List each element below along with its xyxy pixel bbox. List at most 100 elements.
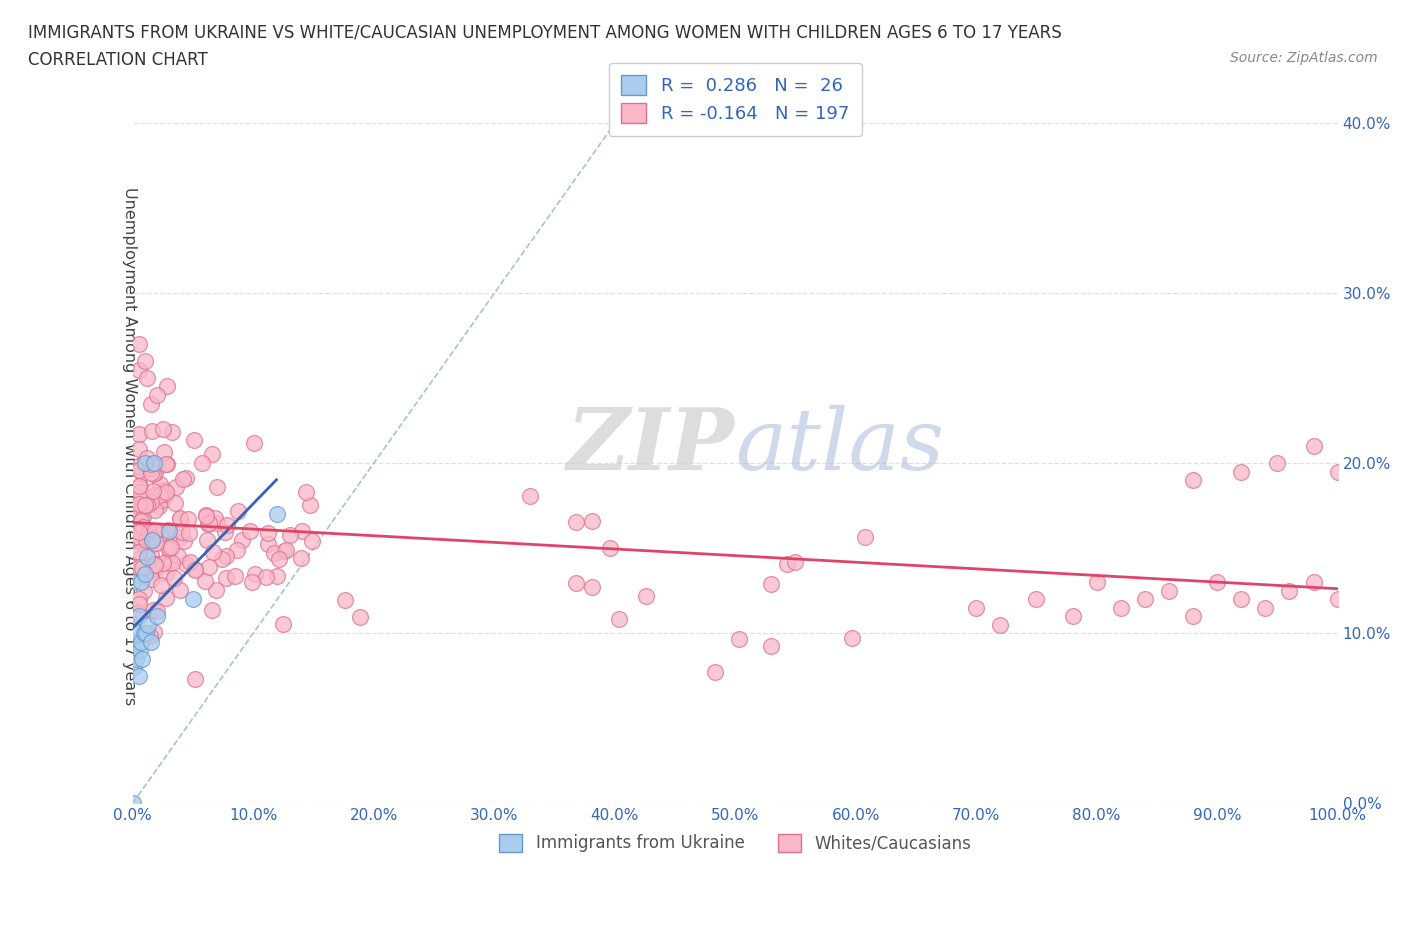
Point xyxy=(128,529,150,544)
Point xyxy=(1157,583,1180,598)
Point xyxy=(132,510,155,525)
Point xyxy=(155,486,177,501)
Point xyxy=(146,609,169,624)
Point xyxy=(150,493,173,508)
Point xyxy=(240,575,263,590)
Point xyxy=(299,498,322,512)
Text: Source: ZipAtlas.com: Source: ZipAtlas.com xyxy=(1230,51,1378,65)
Point xyxy=(201,603,224,618)
Point xyxy=(142,536,165,551)
Point xyxy=(146,604,169,618)
Point xyxy=(131,560,153,575)
Point xyxy=(128,337,150,352)
Point xyxy=(519,488,541,503)
Point xyxy=(1085,575,1108,590)
Point xyxy=(162,424,184,439)
Point xyxy=(1109,600,1132,615)
Point xyxy=(122,659,145,674)
Point xyxy=(215,571,238,586)
Point xyxy=(136,528,159,543)
Point xyxy=(202,545,225,560)
Point xyxy=(217,518,239,533)
Point xyxy=(194,573,217,588)
Point xyxy=(177,512,200,526)
Point xyxy=(145,466,167,481)
Point xyxy=(198,515,221,530)
Point xyxy=(155,457,177,472)
Point xyxy=(128,525,150,540)
Point xyxy=(145,536,167,551)
Point xyxy=(128,497,150,512)
Point xyxy=(129,643,152,658)
Point xyxy=(128,609,150,624)
Point xyxy=(195,533,218,548)
Point xyxy=(139,548,162,563)
Point xyxy=(197,517,219,532)
Point xyxy=(1267,456,1289,471)
Point xyxy=(243,566,266,581)
Point xyxy=(152,422,174,437)
Point xyxy=(256,525,278,540)
Point xyxy=(136,498,159,512)
Point xyxy=(135,626,157,641)
Point xyxy=(1025,591,1047,606)
Point xyxy=(1133,591,1156,606)
Text: CORRELATION CHART: CORRELATION CHART xyxy=(28,51,208,69)
Point xyxy=(254,569,277,584)
Point xyxy=(134,456,156,471)
Point xyxy=(136,451,159,466)
Point xyxy=(139,461,162,476)
Point xyxy=(294,485,316,500)
Point xyxy=(776,556,799,571)
Point xyxy=(139,465,162,480)
Point xyxy=(138,458,160,473)
Point xyxy=(134,353,156,368)
Point xyxy=(124,634,146,649)
Point xyxy=(1182,609,1205,624)
Point xyxy=(1302,575,1324,590)
Point xyxy=(183,562,205,577)
Point xyxy=(143,456,166,471)
Point xyxy=(136,550,159,565)
Point xyxy=(156,457,179,472)
Point xyxy=(257,537,280,551)
Point xyxy=(169,511,191,525)
Point xyxy=(145,556,167,571)
Point xyxy=(160,539,183,554)
Point xyxy=(263,546,285,561)
Point xyxy=(157,523,180,538)
Point xyxy=(129,485,152,500)
Point xyxy=(145,524,167,538)
Point xyxy=(165,496,187,511)
Point xyxy=(841,631,863,645)
Point xyxy=(169,512,191,526)
Point xyxy=(128,504,150,519)
Point xyxy=(564,514,586,529)
Text: IMMIGRANTS FROM UKRAINE VS WHITE/CAUCASIAN UNEMPLOYMENT AMONG WOMEN WITH CHILDRE: IMMIGRANTS FROM UKRAINE VS WHITE/CAUCASI… xyxy=(28,23,1062,41)
Point xyxy=(129,634,152,649)
Point xyxy=(163,570,186,585)
Point xyxy=(204,582,226,597)
Point xyxy=(149,477,172,492)
Point xyxy=(139,396,162,411)
Point xyxy=(183,433,205,448)
Point xyxy=(128,442,150,457)
Point xyxy=(266,568,288,583)
Point xyxy=(1326,591,1348,606)
Point xyxy=(173,533,195,548)
Point xyxy=(150,578,173,592)
Legend: Immigrants from Ukraine, Whites/Caucasians: Immigrants from Ukraine, Whites/Caucasia… xyxy=(492,827,979,859)
Text: ZIP: ZIP xyxy=(568,405,735,488)
Point xyxy=(135,532,157,547)
Point xyxy=(1278,583,1301,598)
Point xyxy=(166,549,188,564)
Point xyxy=(301,534,323,549)
Point xyxy=(121,575,143,590)
Point xyxy=(121,796,143,811)
Point xyxy=(155,485,177,499)
Point xyxy=(148,498,170,513)
Point xyxy=(143,558,166,573)
Point xyxy=(128,463,150,478)
Point xyxy=(139,495,162,510)
Point xyxy=(128,493,150,508)
